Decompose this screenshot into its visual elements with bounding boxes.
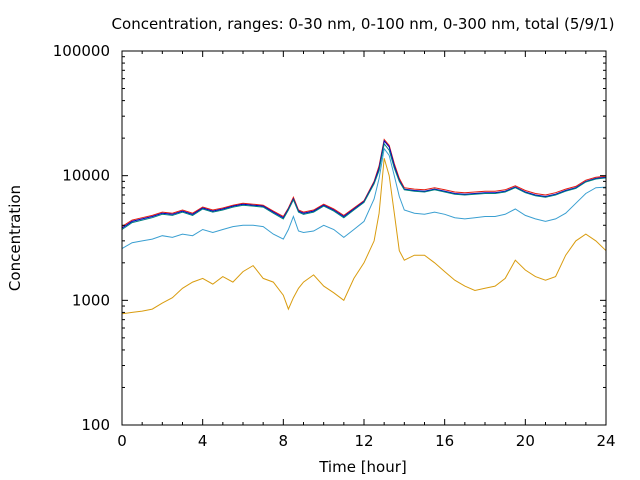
x-tick-label: 16 — [435, 432, 454, 450]
x-axis-label: Time [hour] — [318, 458, 407, 476]
x-tick-label: 24 — [596, 432, 615, 450]
y-tick-label: 100000 — [53, 42, 110, 60]
series-line-5 — [121, 158, 607, 315]
series-line-3 — [121, 142, 607, 230]
series-line-2 — [121, 139, 607, 229]
tick-labels-layer: 0 4 8 12 16 20 24 100 1000 10000 100000 — [53, 42, 616, 450]
x-tick-label: 0 — [117, 432, 127, 450]
y-tick-label: 1000 — [72, 291, 110, 309]
y-axis-label: Concentration — [6, 185, 24, 291]
chart-title: Concentration, ranges: 0-30 nm, 0-100 nm… — [112, 15, 615, 33]
series-layer — [121, 138, 607, 315]
x-tick-label: 8 — [279, 432, 289, 450]
ticks-layer — [121, 50, 607, 426]
x-tick-label: 12 — [354, 432, 373, 450]
y-tick-label: 100 — [81, 416, 110, 434]
series-line-4 — [121, 147, 607, 250]
plot-frame — [121, 50, 607, 426]
x-tick-label: 20 — [516, 432, 535, 450]
y-tick-label: 10000 — [62, 167, 110, 185]
x-tick-label: 4 — [198, 432, 208, 450]
